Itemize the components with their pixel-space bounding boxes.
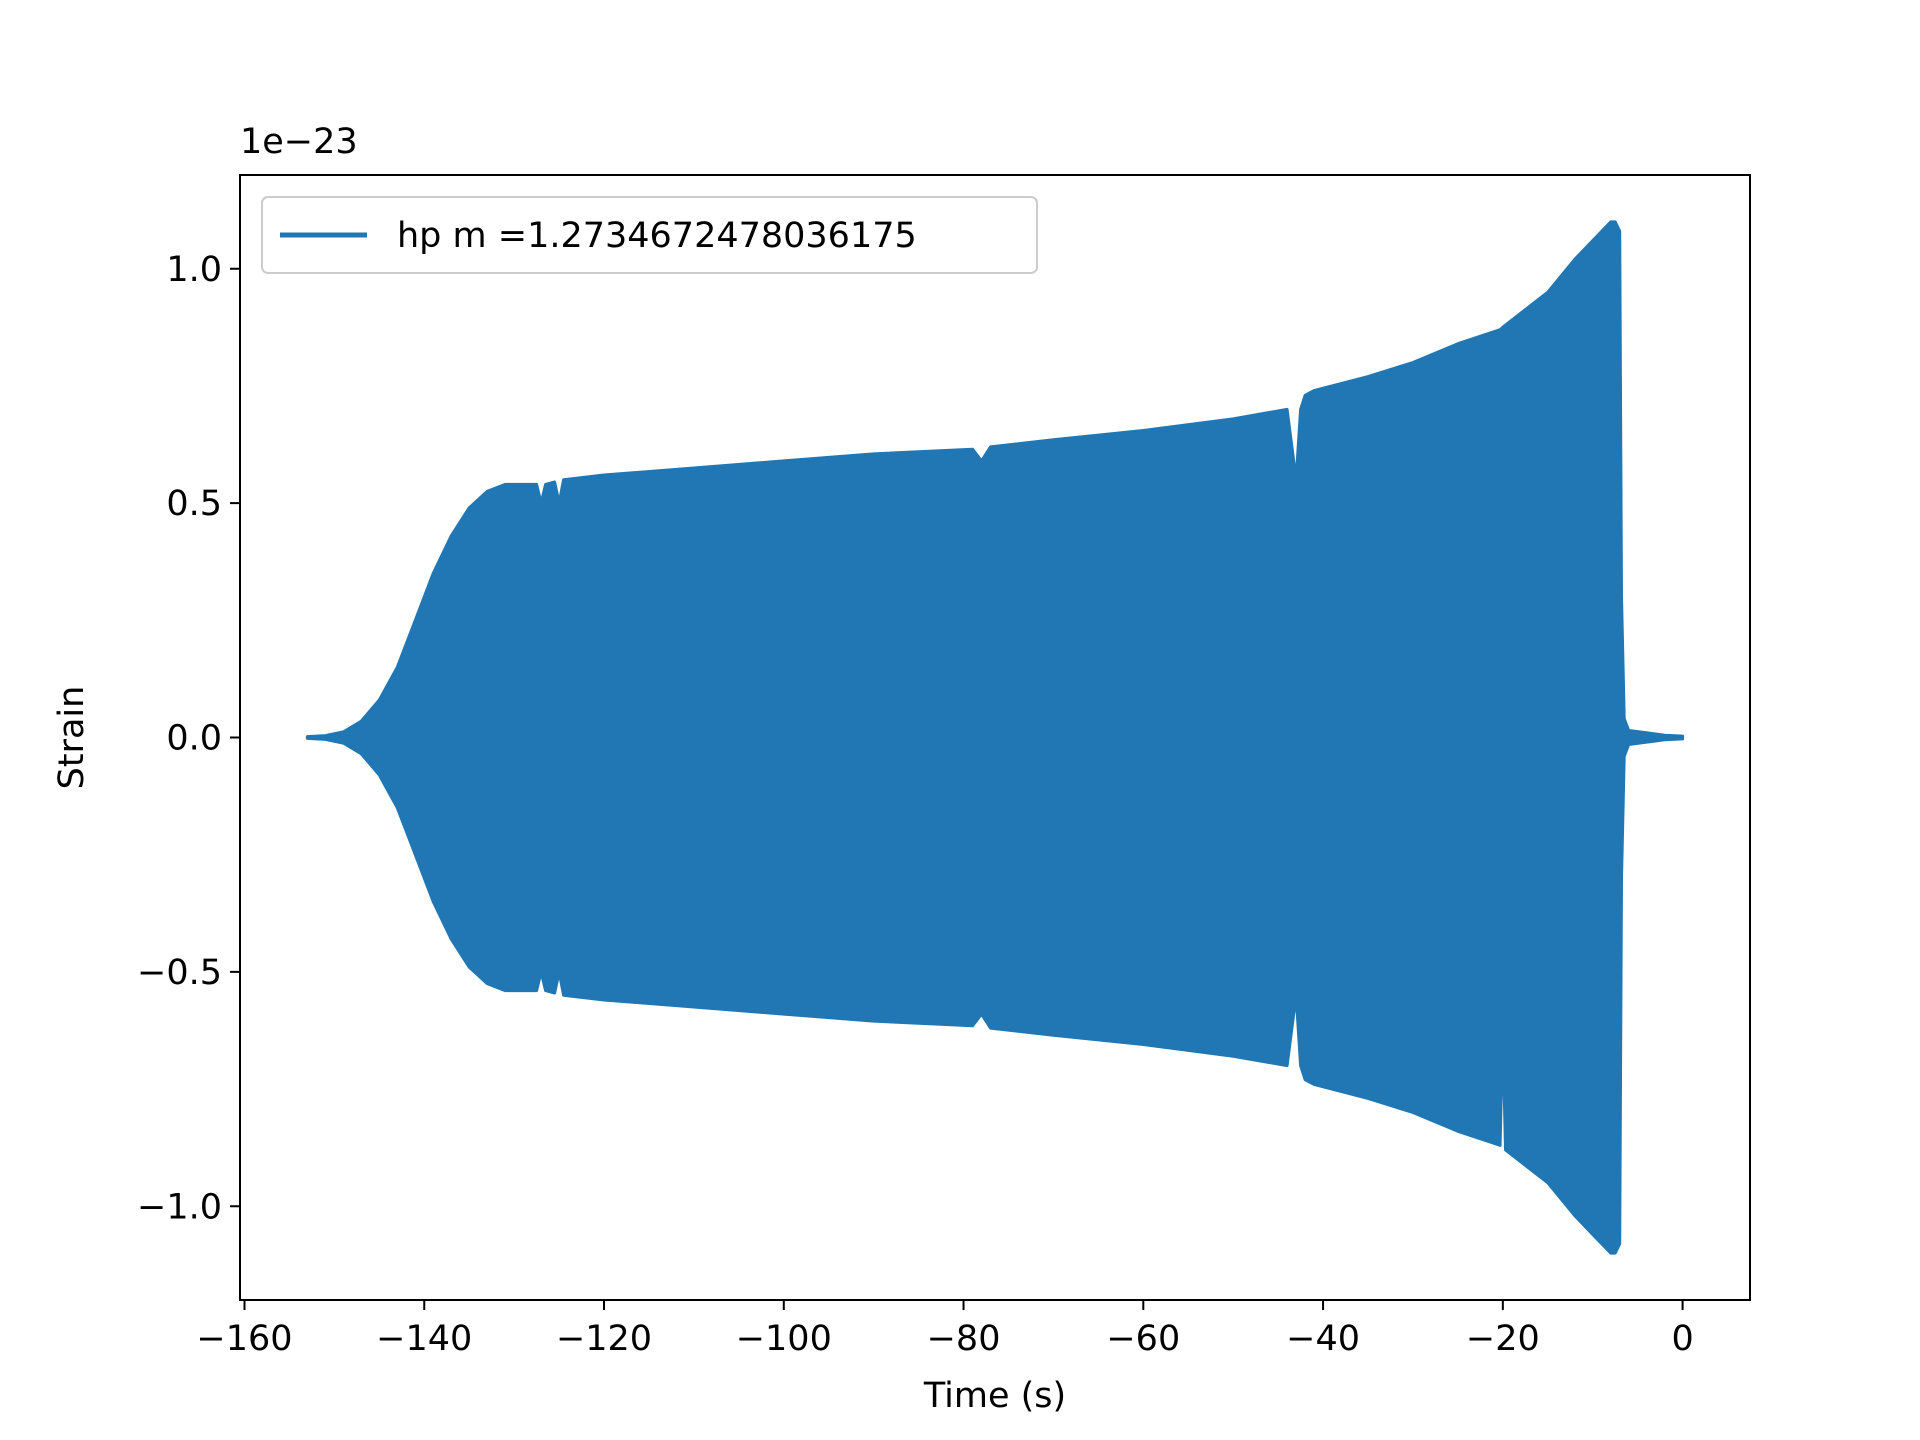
series-hp-waveform <box>305 220 1685 1255</box>
y-axis-offset-text: 1e−23 <box>240 122 358 162</box>
y-axis-ticks: 1.0 0.5 0.0 −0.5 −1.0 <box>137 250 240 1227</box>
x-tick-label: −160 <box>196 1319 292 1359</box>
x-axis-label: Time (s) <box>923 1376 1066 1416</box>
x-tick-label: −60 <box>1106 1319 1180 1359</box>
x-axis-ticks: −160 −140 −120 −100 −80 −60 −40 −20 0 <box>196 1300 1694 1359</box>
y-tick-label: 0.0 <box>166 719 222 759</box>
x-tick-label: −100 <box>736 1319 832 1359</box>
x-tick-label: −20 <box>1466 1319 1540 1359</box>
y-tick-label: 0.5 <box>166 484 222 524</box>
x-tick-label: −140 <box>376 1319 472 1359</box>
legend-box <box>261 196 1038 274</box>
y-tick-label: 1.0 <box>166 250 222 290</box>
x-tick-label: −120 <box>556 1319 652 1359</box>
legend: hp m =1.2734672478036175 <box>261 196 1038 274</box>
y-tick-label: −0.5 <box>137 953 222 993</box>
x-tick-label: −80 <box>927 1319 1001 1359</box>
plot-layer <box>305 220 1685 1255</box>
x-tick-label: 0 <box>1671 1319 1693 1359</box>
legend-label-hp: hp m =1.2734672478036175 <box>397 216 917 256</box>
y-tick-label: −1.0 <box>137 1187 222 1227</box>
y-axis-label: Strain <box>52 686 92 790</box>
x-tick-label: −40 <box>1286 1319 1360 1359</box>
